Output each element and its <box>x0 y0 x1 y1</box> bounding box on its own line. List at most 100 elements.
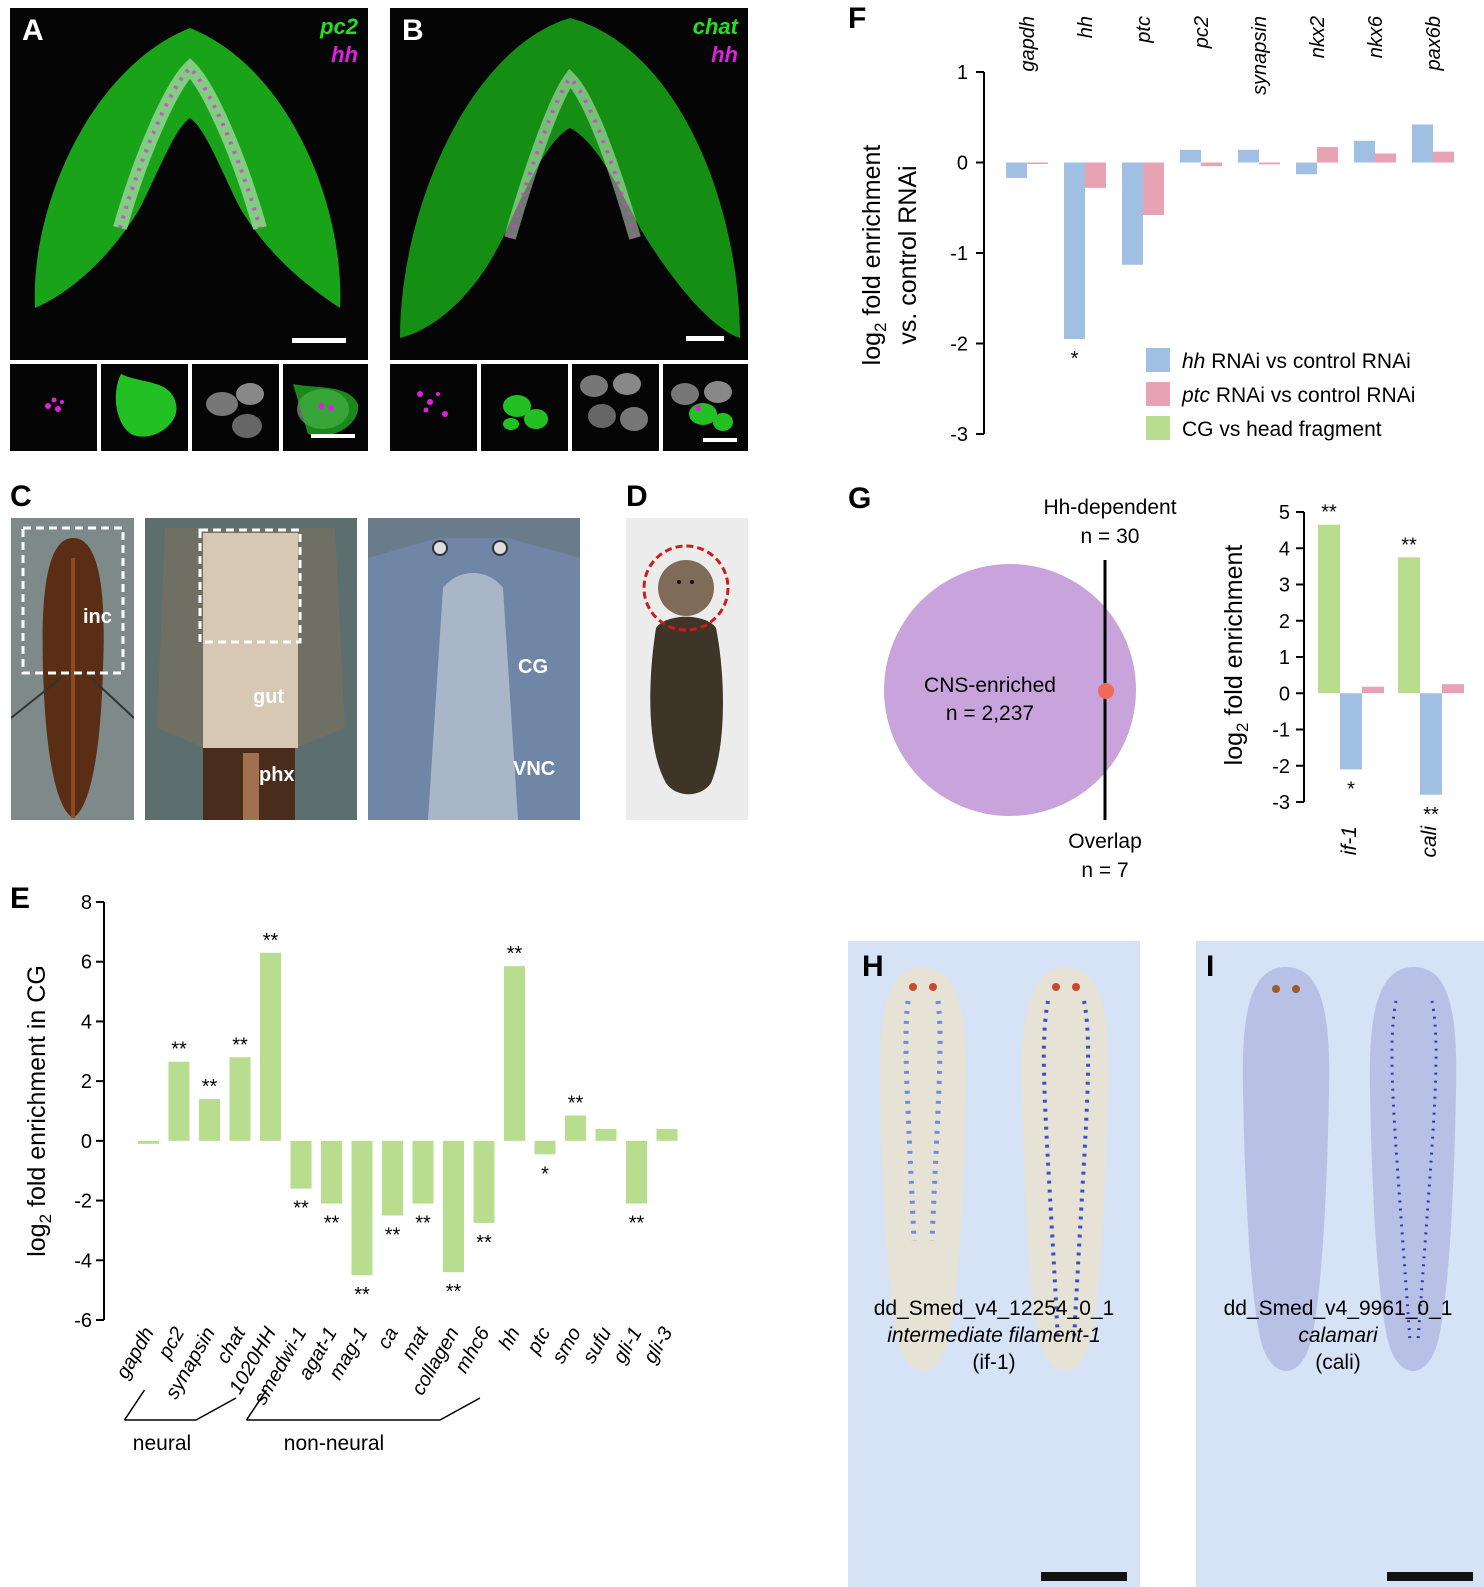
venn-overlap-dot <box>1098 683 1114 699</box>
x-tick-label: cali <box>1418 825 1441 858</box>
significance-marker: ** <box>1401 534 1417 556</box>
panel-d-photo <box>626 518 748 820</box>
bar-nkx2-series-1 <box>1296 162 1317 175</box>
bar-pax6b-series-2 <box>1433 151 1454 163</box>
panel-b-inset-1 <box>390 364 477 451</box>
panel-c-photo-3: CG VNC <box>368 518 580 820</box>
significance-marker: ** <box>354 1284 370 1306</box>
x-tick-label: nkx6 <box>1365 15 1387 58</box>
bar-cali-series-3 <box>1442 684 1464 694</box>
x-tick-label: hh <box>495 1324 525 1354</box>
significance-marker: ** <box>568 1092 584 1114</box>
group-bracket <box>123 1389 237 1421</box>
bar-1020HH <box>260 952 281 1141</box>
legend-swatch <box>1146 416 1170 440</box>
bar-gapdh-series-2 <box>1027 162 1048 164</box>
bar-synapsin-series-2 <box>1259 162 1280 165</box>
x-tick-label: ca <box>373 1324 403 1353</box>
bar-gli-1 <box>626 1140 647 1204</box>
y-axis-label-line2: vs. control RNAi <box>894 165 922 344</box>
bar-ptc-series-1 <box>1122 162 1143 265</box>
bar-cali-series-1 <box>1398 557 1420 694</box>
significance-marker: ** <box>507 943 523 965</box>
panel-i-worms <box>1196 941 1484 1587</box>
y-tick-label: 5 <box>1279 502 1290 524</box>
venn-diagram: CNS-enriched n = 2,237 Hh-dependent n = … <box>884 496 1177 882</box>
bar-sufu <box>595 1128 617 1141</box>
x-tick-label: gli-3 <box>639 1324 677 1368</box>
y-axis-label: log2 fold enrichment in CG <box>23 965 55 1257</box>
bar-pc2-series-2 <box>1201 162 1222 167</box>
label-phx: phx <box>259 764 295 786</box>
significance-marker: ** <box>293 1198 309 1220</box>
panel-a-micrograph <box>34 28 346 343</box>
bar-ptc-series-2 <box>1143 162 1164 215</box>
panel-b-inset-4 <box>663 364 748 451</box>
bar-collagen <box>443 1140 464 1273</box>
bar-pax6b-series-1 <box>1412 124 1433 163</box>
y-tick-label: -3 <box>1272 792 1290 814</box>
bar-nkx2-series-2 <box>1317 147 1338 163</box>
panel-e-label: E <box>10 882 31 915</box>
significance-marker: * <box>1347 778 1355 800</box>
significance-marker: ** <box>263 930 279 952</box>
panel-i-gene-name: calamari <box>1298 1324 1378 1347</box>
y-tick-label: 4 <box>81 1011 92 1033</box>
bar-gli-3 <box>656 1128 678 1141</box>
panel-a-inset-2 <box>101 364 188 451</box>
bar-nkx6-series-1 <box>1354 140 1375 163</box>
panel-b-inset-3 <box>572 364 659 451</box>
scale-bar <box>292 338 346 343</box>
venn-cns-n: n = 2,237 <box>946 702 1034 725</box>
panel-h-worms <box>848 941 1140 1587</box>
y-tick-label: 2 <box>1279 611 1290 633</box>
y-tick-label: 0 <box>1279 683 1290 705</box>
significance-marker: ** <box>476 1232 492 1254</box>
y-tick-label: 2 <box>81 1071 92 1093</box>
panel-b-label: B <box>402 14 424 47</box>
y-tick-label: -2 <box>950 334 968 356</box>
bar-hh-series-2 <box>1085 162 1106 188</box>
bar-chat <box>229 1057 251 1141</box>
label-vnc: VNC <box>513 758 556 780</box>
significance-marker: ** <box>415 1213 431 1235</box>
x-tick-label: pax6b <box>1423 16 1445 72</box>
panel-g-label: G <box>848 482 872 515</box>
x-tick-label: smo <box>548 1324 586 1368</box>
significance-marker: ** <box>385 1225 401 1247</box>
bar-pc2-series-1 <box>1180 149 1201 163</box>
bar-synapsin-series-1 <box>1238 149 1259 163</box>
bar-ptc <box>534 1140 556 1155</box>
bar-gapdh <box>138 1140 159 1144</box>
y-tick-label: -4 <box>74 1250 92 1272</box>
significance-marker: * <box>541 1163 549 1185</box>
x-tick-label: sufu <box>578 1324 616 1368</box>
x-tick-label: nkx2 <box>1307 16 1329 58</box>
panel-a-marker-hh: hh <box>331 42 358 67</box>
y-axis-label-line1: log2 fold enrichment <box>858 145 890 366</box>
significance-marker: ** <box>1321 502 1337 524</box>
y-tick-label: -1 <box>950 243 968 265</box>
panel-f-label: F <box>848 2 867 35</box>
significance-marker: ** <box>446 1281 462 1303</box>
panel-c-label: C <box>10 480 32 513</box>
panel-b-image: B chat hh <box>390 8 748 360</box>
panel-i-gene-abbr: (cali) <box>1315 1351 1361 1374</box>
bar-agat-1 <box>321 1140 342 1204</box>
y-tick-label: 0 <box>81 1131 92 1153</box>
x-tick-label: ptc <box>1133 16 1155 44</box>
panel-b-micrograph <box>400 18 740 341</box>
scale-bar <box>686 336 724 341</box>
bar-if-1-series-2 <box>1340 693 1362 770</box>
y-axis-label: log2 fold enrichment <box>1220 545 1252 766</box>
chart-f: 1 0 -1 -2 -3 log2 fold enrichment vs. control … <box>858 15 1454 446</box>
significance-marker: ** <box>1423 804 1439 826</box>
venn-overlap-name: Overlap <box>1068 830 1142 853</box>
bar-synapsin <box>199 1099 220 1141</box>
bar-hh <box>504 966 525 1141</box>
panel-h-gene-id: dd_Smed_v4_12254_0_1 <box>873 1297 1115 1320</box>
group-bracket <box>245 1389 481 1421</box>
panel-a-inset-4 <box>283 364 368 451</box>
y-tick-label: 4 <box>1279 538 1290 560</box>
bar-smedwi-1 <box>290 1140 312 1189</box>
